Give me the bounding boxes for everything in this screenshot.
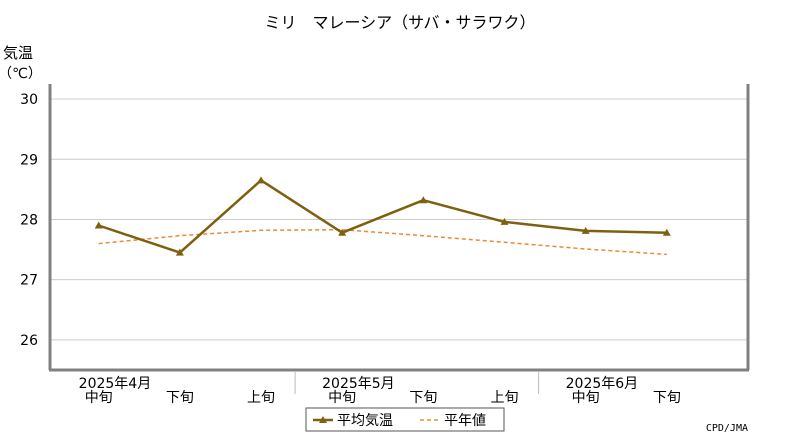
month-label-0: 2025年4月: [79, 376, 152, 392]
plot-area: [50, 87, 748, 370]
x-tick-label-1: 下旬: [166, 390, 194, 406]
point-average-0: [94, 221, 103, 229]
y-tick-label-27: 27: [20, 273, 38, 289]
point-average-7: [662, 228, 671, 236]
x-tick-label-7: 下旬: [653, 390, 681, 406]
y-axis-label: 気温: [3, 44, 33, 62]
y-tick-label-29: 29: [20, 152, 38, 168]
y-tick-label-26: 26: [20, 333, 38, 349]
month-label-1: 2025年5月: [322, 376, 395, 392]
point-average-4: [419, 196, 428, 204]
gridlines: [50, 87, 748, 370]
point-average-2: [257, 176, 266, 184]
data-series: [94, 176, 671, 256]
point-average-1: [175, 248, 184, 256]
legend: 平均気温 平年値: [305, 407, 505, 432]
month-label-2: 2025年6月: [566, 376, 639, 392]
point-average-6: [581, 226, 590, 234]
axes: [48, 84, 750, 394]
legend-label-average: 平均気温: [337, 413, 393, 429]
point-average-5: [500, 217, 509, 225]
x-tick-label-3: 中旬: [328, 390, 356, 406]
series-line-average: [98, 179, 667, 254]
legend-label-normal: 平年値: [444, 413, 486, 429]
legend-box: [305, 407, 505, 432]
x-tick-label-5: 上旬: [491, 390, 519, 406]
chart-title: ミリ マレーシア（サバ・サラワク）: [264, 13, 535, 32]
x-tick-label-4: 下旬: [409, 390, 437, 406]
x-tick-label-0: 中旬: [85, 390, 113, 406]
credit-label: CPD/JMA: [706, 423, 748, 434]
x-tick-label-6: 中旬: [572, 390, 600, 406]
tick-labels: 26 27 28 29 30 中旬 下旬 上旬 中旬 下旬 上旬 中旬 下旬 2025年4月 2025年5月…: [20, 92, 681, 406]
y-tick-label-28: 28: [20, 212, 38, 228]
y-tick-label-30: 30: [20, 92, 38, 108]
x-tick-label-2: 上旬: [247, 390, 275, 406]
legend-marker-average: [319, 416, 327, 423]
y-axis-unit: （℃）: [0, 66, 42, 82]
point-average-3: [338, 228, 347, 236]
